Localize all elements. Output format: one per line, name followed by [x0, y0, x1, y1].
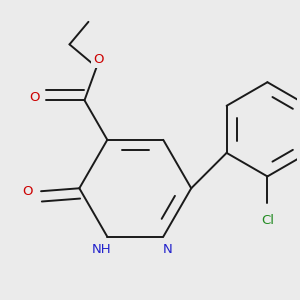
Text: O: O	[29, 91, 40, 104]
Text: NH: NH	[92, 244, 111, 256]
Text: N: N	[163, 244, 172, 256]
Text: O: O	[22, 185, 33, 198]
Text: Cl: Cl	[261, 214, 274, 227]
Text: O: O	[93, 53, 103, 66]
